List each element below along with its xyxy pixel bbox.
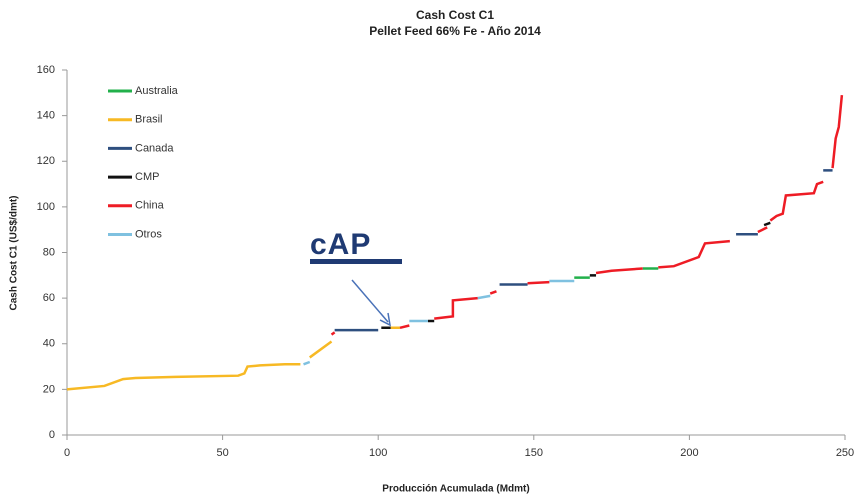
x-tick-label: 150	[525, 447, 543, 459]
legend-label: Canada	[135, 142, 174, 154]
y-tick-label: 0	[49, 429, 55, 441]
x-tick-label: 100	[369, 447, 387, 459]
y-tick-label: 120	[37, 155, 55, 167]
legend-label: CMP	[135, 171, 159, 183]
arrow	[351, 279, 389, 323]
y-tick-label: 40	[43, 338, 55, 350]
x-tick-label: 0	[64, 447, 70, 459]
series-line	[330, 94, 844, 336]
chart-subtitle: Pellet Feed 66% Fe - Año 2014	[369, 24, 541, 38]
y-tick-label: 20	[43, 383, 55, 395]
y-tick-label: 60	[43, 292, 55, 304]
x-tick-label: 200	[680, 447, 698, 459]
x-tick-label: 50	[216, 447, 228, 459]
chart-title: Cash Cost C1	[416, 8, 494, 22]
y-axis-label: Cash Cost C1 (US$/dmt)	[9, 195, 20, 310]
series-line	[574, 267, 659, 279]
series-line	[66, 326, 400, 391]
y-tick-label: 80	[43, 246, 55, 258]
y-tick-label: 140	[37, 110, 55, 122]
series-line	[303, 279, 575, 366]
legend-label: Brasil	[135, 114, 163, 126]
x-tick-label: 250	[836, 447, 854, 459]
logo-underline	[310, 259, 402, 264]
y-tick-label: 160	[37, 64, 55, 76]
x-axis-label: Producción Acumulada (Mdmt)	[382, 484, 529, 495]
arrow-head	[379, 312, 391, 327]
y-tick-label: 100	[37, 201, 55, 213]
series-line	[334, 169, 833, 332]
logo: cAP	[310, 228, 371, 261]
legend-label: Otros	[135, 228, 162, 240]
series-line	[381, 221, 771, 330]
legend-label: China	[135, 200, 165, 212]
legend-label: Australia	[135, 85, 179, 97]
